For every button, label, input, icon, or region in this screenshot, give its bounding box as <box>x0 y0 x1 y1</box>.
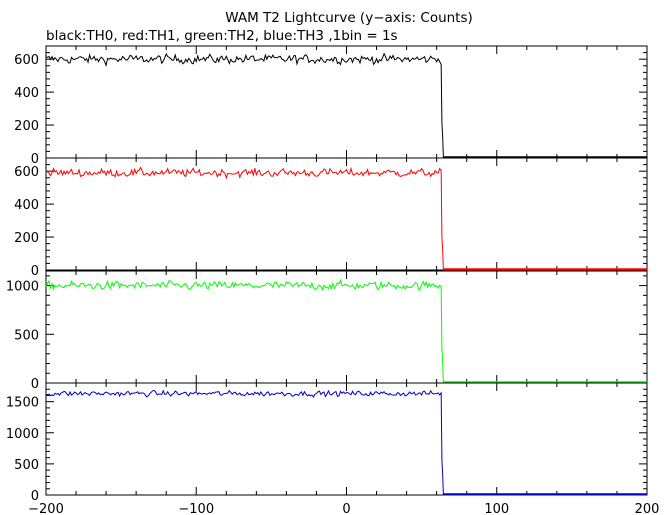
x-tick-label: 200 <box>635 502 660 515</box>
y-tick-label: 200 <box>14 119 39 134</box>
series-line-th3 <box>45 389 647 496</box>
series-line-th0 <box>45 52 647 159</box>
x-tick-label: 100 <box>484 502 509 515</box>
y-tick-label: 600 <box>14 165 39 180</box>
y-tick-label: 0 <box>31 377 39 392</box>
y-tick-label: 600 <box>14 53 39 68</box>
panel-th2: 0 500 1000 <box>6 270 648 392</box>
panel-th1: 0 200 400 600 <box>14 157 648 279</box>
y-tick-label: 1000 <box>6 427 39 442</box>
panel-frame <box>45 157 648 271</box>
panel-th0: 0 200 400 600 <box>14 45 648 167</box>
y-tick-label: 400 <box>14 86 39 101</box>
x-tick-label: 0 <box>342 502 350 515</box>
series-line-th2 <box>45 278 647 384</box>
y-tick-label: 200 <box>14 231 39 246</box>
chart-title: WAM T2 Lightcurve (y−axis: Counts) <box>225 10 473 26</box>
panel-th3: 0 500 1000 1500 −200 −100 0 100 200 <box>6 382 660 515</box>
x-tick-label: −200 <box>28 502 64 515</box>
y-tick-label: 1000 <box>6 280 39 295</box>
x-tick-label: −100 <box>178 502 214 515</box>
chart-subtitle: black:TH0, red:TH1, green:TH2, blue:TH3 … <box>46 28 398 44</box>
y-tick-label: 0 <box>31 264 39 279</box>
y-tick-label: 400 <box>14 198 39 213</box>
y-tick-label: 1500 <box>6 396 39 411</box>
series-line-th1 <box>45 166 647 271</box>
panel-frame <box>45 270 648 384</box>
panels: 0200400600020040060005001000050010001500… <box>6 45 660 515</box>
panel-frame <box>45 382 648 496</box>
y-tick-label: 500 <box>14 328 39 343</box>
y-tick-label: 500 <box>14 458 39 473</box>
y-tick-label: 0 <box>31 152 39 167</box>
y-tick-label: 0 <box>31 489 39 504</box>
